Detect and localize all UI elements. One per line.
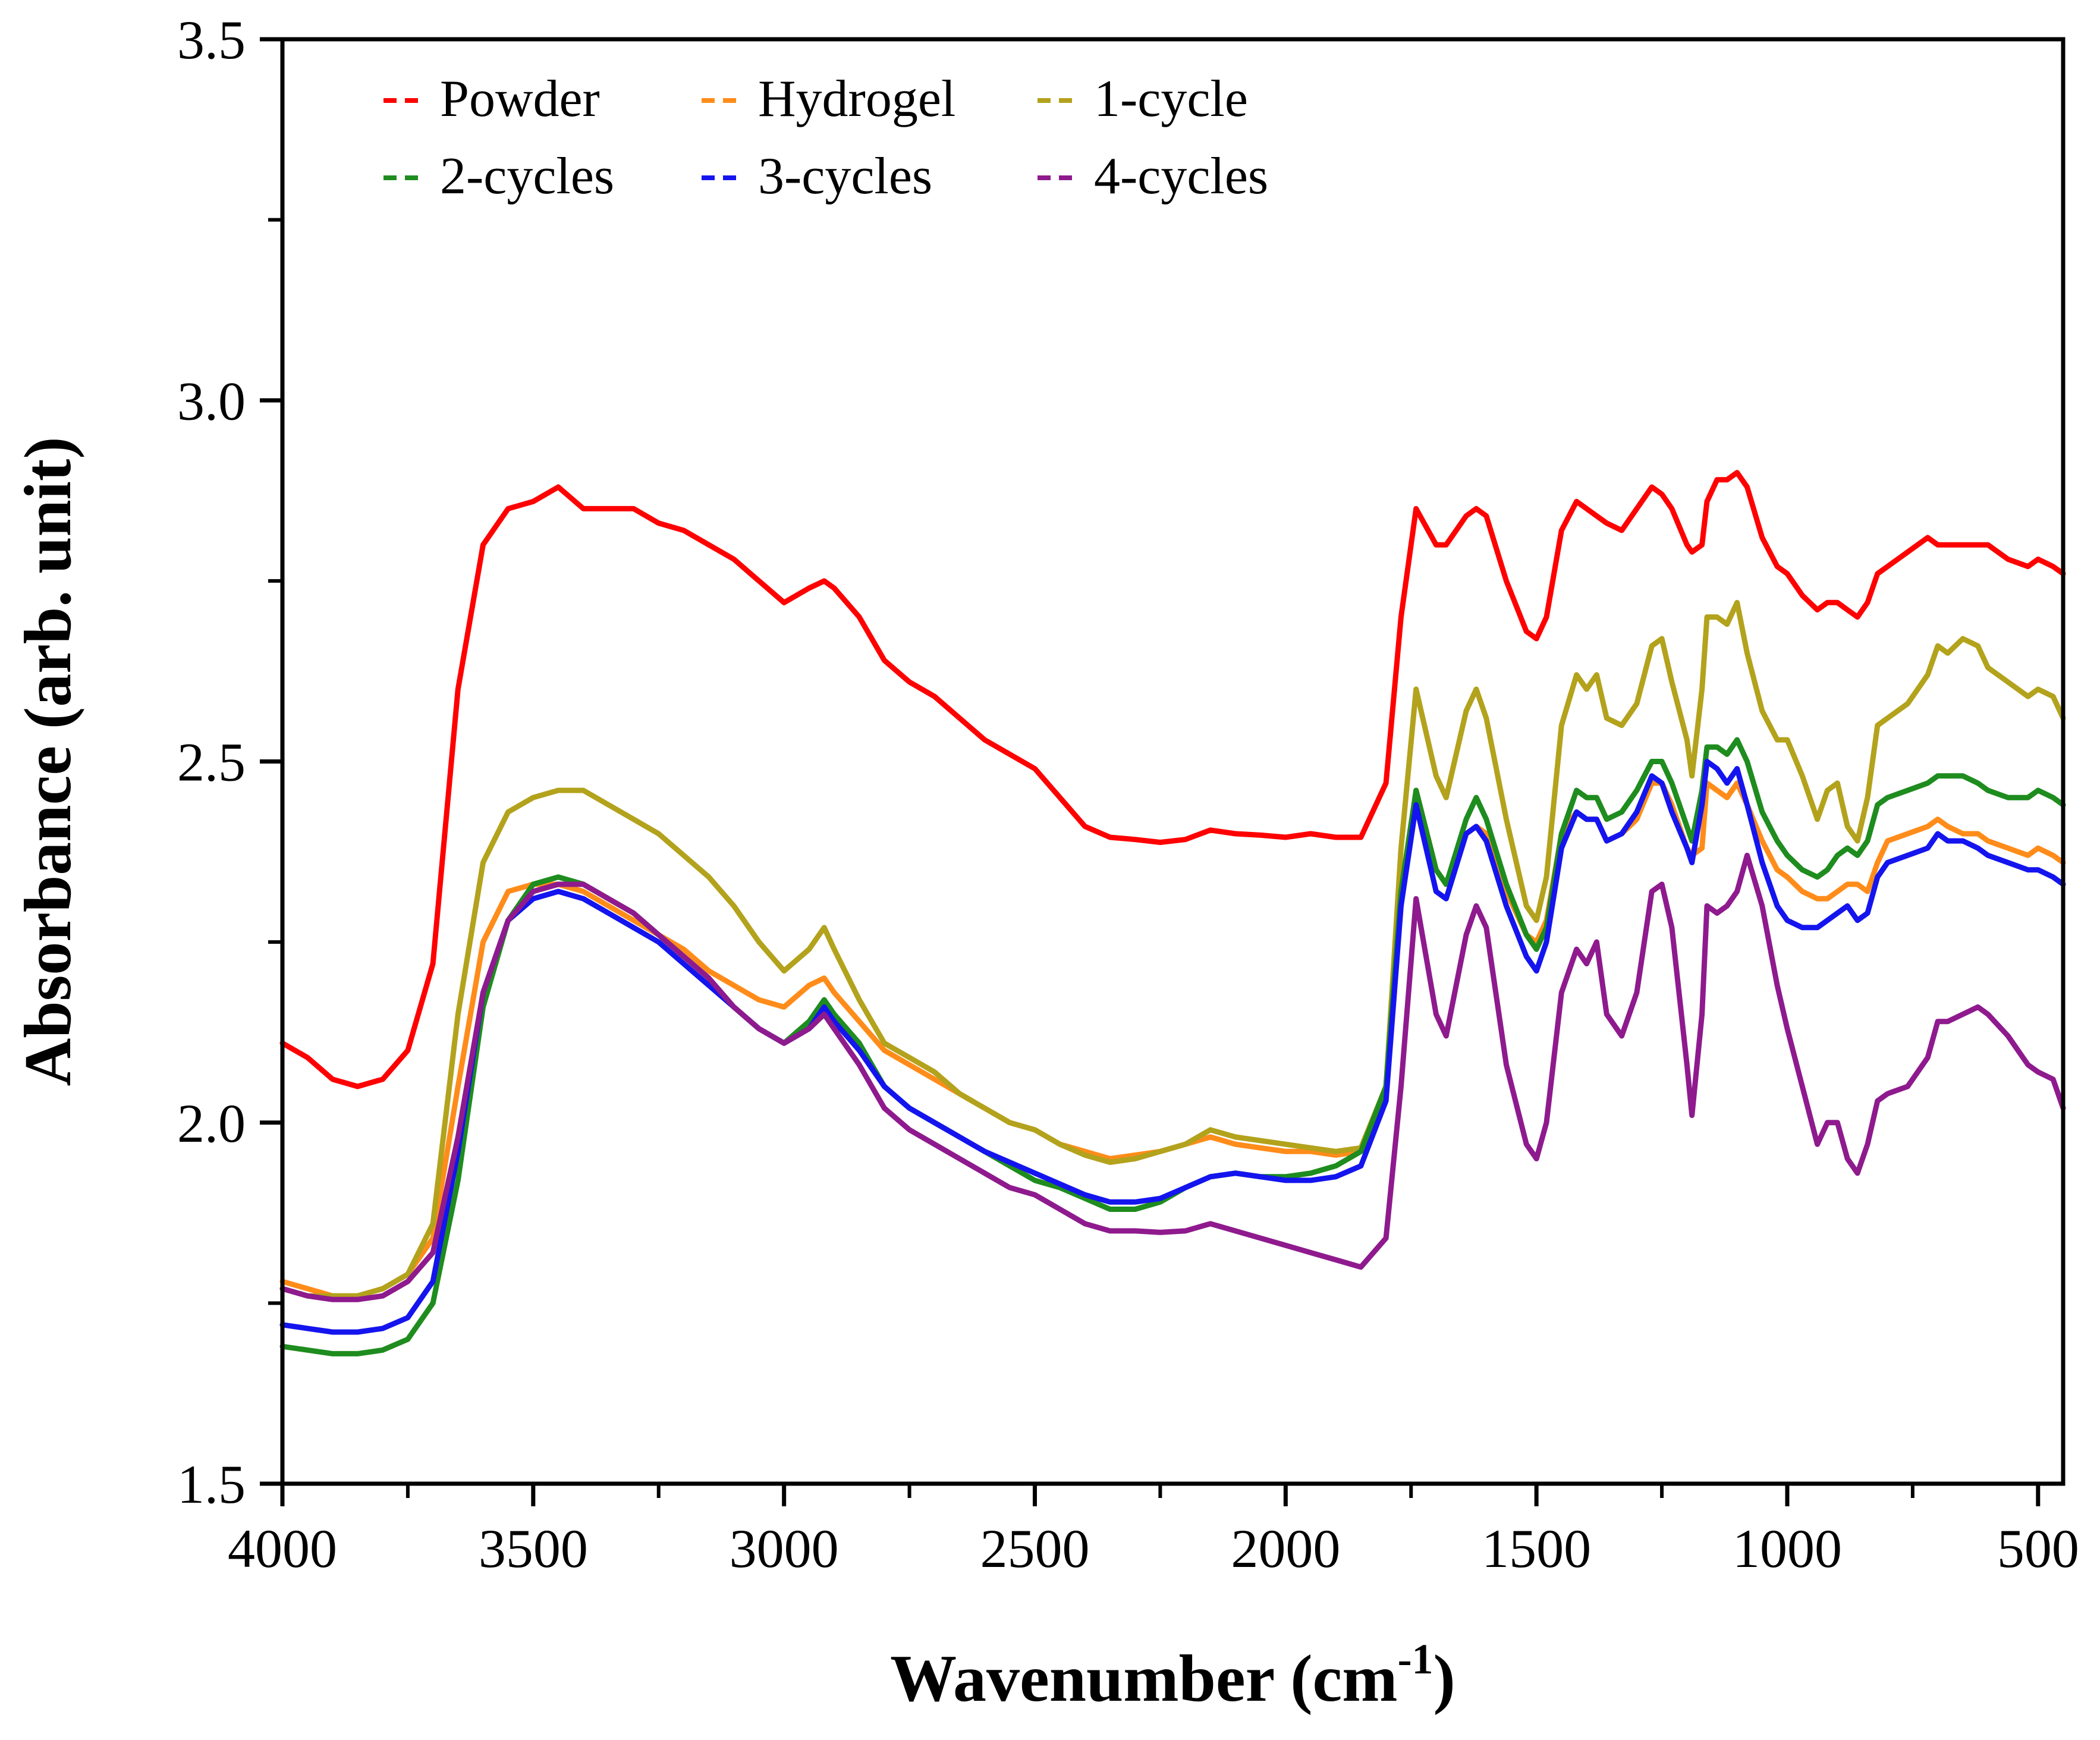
legend-label-powder: Powder	[440, 70, 600, 128]
x-tick-label: 500	[1997, 1518, 2079, 1579]
series-line-powder	[279, 470, 2066, 1089]
series-layer	[279, 470, 2066, 1356]
x-axis-title: Wavenumber (cm-1)	[890, 1635, 1455, 1716]
legend: Powder Hydrogel 1-cycle 2-cycles 3-cycles 4-c…	[383, 70, 1268, 205]
x-tick-label: 4000	[228, 1518, 337, 1579]
x-tick-label: 2500	[980, 1518, 1089, 1579]
series-line-4-cycles	[279, 852, 2066, 1302]
x-tick-label: 1000	[1733, 1518, 1842, 1579]
x-tick-label: 3500	[479, 1518, 588, 1579]
legend-label-1-cycle: 1-cycle	[1094, 70, 1248, 128]
series-line-hydrogel	[279, 780, 2066, 1299]
legend-label-hydrogel: Hydrogel	[758, 70, 955, 128]
y-tick-label: 3.5	[177, 10, 246, 70]
series-line-1-cycle	[279, 599, 2066, 1299]
legend-label-4-cycles: 4-cycles	[1094, 147, 1268, 205]
y-tick-label: 1.5	[177, 1454, 246, 1515]
y-tick-label: 2.0	[177, 1093, 246, 1154]
y-axis-title: Absorbance (arb. unit)	[11, 436, 85, 1086]
series-line-2-cycles	[279, 737, 2066, 1356]
x-tick-label: 3000	[730, 1518, 839, 1579]
x-tick-label: 1500	[1482, 1518, 1591, 1579]
legend-label-2-cycles: 2-cycles	[440, 147, 614, 205]
axis-ticks: 4000 3500 3000 2500 2000 1500 1000 500 1.5 2.0 2.5…	[177, 10, 2079, 1579]
legend-label-3-cycles: 3-cycles	[758, 147, 932, 205]
series-line-3-cycles	[279, 759, 2066, 1335]
x-tick-label: 2000	[1231, 1518, 1340, 1579]
y-tick-label: 3.0	[177, 370, 246, 431]
y-tick-label: 2.5	[177, 732, 246, 793]
